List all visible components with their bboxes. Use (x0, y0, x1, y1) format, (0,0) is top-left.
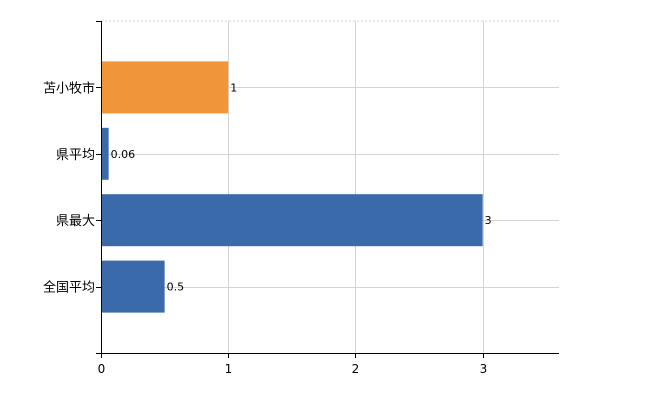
category-label-2: 県最大 (56, 214, 95, 229)
x-tick-label-2: 2 (352, 362, 360, 376)
bar-2 (101, 194, 483, 247)
x-tick-label-1: 1 (225, 362, 233, 376)
value-label-3: 0.5 (167, 281, 185, 294)
category-label-0: 苫小牧市 (43, 80, 95, 96)
bar-3 (101, 260, 165, 313)
x-tick-label-0: 0 (98, 362, 106, 376)
category-label-3: 全国平均 (43, 280, 95, 296)
bar-0 (101, 61, 229, 114)
axis-layer (96, 21, 559, 358)
x-tick-label-3: 3 (480, 362, 488, 376)
bar-1 (101, 127, 109, 180)
category-label-1: 県平均 (56, 148, 95, 163)
bar-layer (101, 61, 483, 313)
value-label-2: 3 (485, 214, 492, 227)
value-label-1: 0.06 (111, 148, 136, 161)
value-label-0: 1 (230, 81, 237, 94)
label-layer: 1 苫小牧市 0.06 県平均 3 県最大 0.5 全国平均 0 1 2 3 (43, 80, 492, 376)
